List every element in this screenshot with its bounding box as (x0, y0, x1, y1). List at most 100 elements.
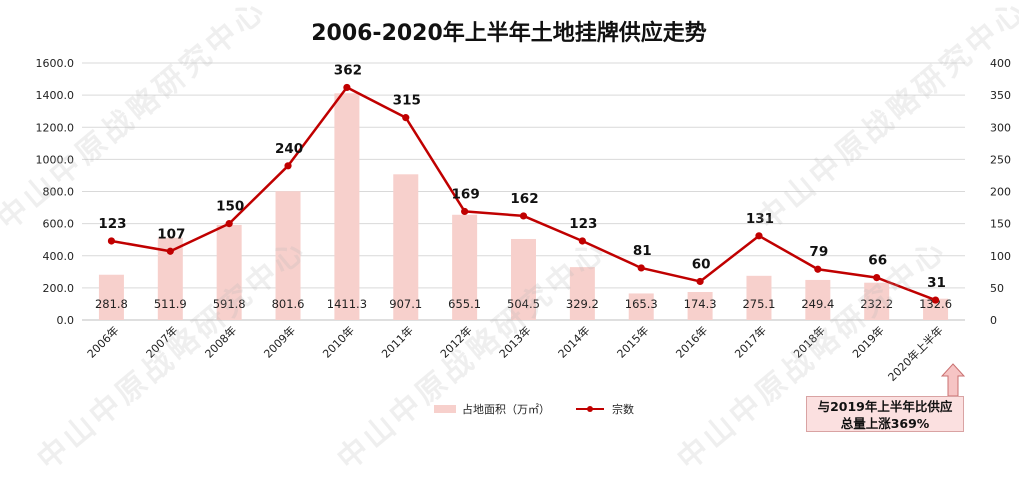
callout-line-2: 总量上涨369% (840, 416, 930, 431)
y-right-tick-label: 50 (990, 282, 1004, 295)
legend-bar-swatch (434, 405, 456, 413)
line-point (873, 273, 881, 282)
y-right-tick-label: 200 (990, 186, 1011, 199)
y-left-tick-label: 600.0 (43, 218, 75, 231)
bar (746, 275, 772, 320)
y-left-tick-label: 1000.0 (36, 153, 75, 166)
line-value-label: 79 (809, 244, 828, 260)
legend-line-label: 宗数 (612, 402, 634, 416)
line-value-label: 123 (98, 216, 126, 232)
chart: 2006-2020年上半年土地挂牌供应走势 0.0 200.0 400.0 600.0 8… (36, 20, 1012, 416)
growth-callout: 与2019年上半年比供应 总量上涨369% (806, 396, 964, 432)
bar (334, 93, 360, 320)
line-point (107, 237, 116, 245)
line-point (637, 264, 645, 272)
line-value-label: 66 (868, 253, 887, 269)
line-point (166, 247, 174, 255)
line-point (931, 296, 940, 304)
bar-value-label: 281.8 (95, 297, 128, 311)
legend-bar-label: 占地面积（万㎡） (462, 402, 550, 416)
y-right-tick-label: 150 (990, 218, 1011, 231)
line-point (402, 114, 410, 122)
line-point (755, 232, 763, 240)
x-tick-label: 2008年 (202, 323, 239, 360)
bar-value-label: 504.5 (507, 297, 540, 311)
bar-value-label: 591.8 (213, 297, 246, 311)
line-point (284, 162, 292, 170)
y-right-tick-label: 400 (990, 57, 1011, 70)
y-right-tick-label: 350 (990, 89, 1011, 102)
bar-value-label: 249.4 (801, 297, 834, 311)
callout-line-1: 与2019年上半年比供应 (817, 399, 953, 414)
bar-value-label: 1411.3 (327, 297, 367, 311)
y-right-tick-label: 100 (990, 250, 1011, 263)
x-tick-label: 2007年 (143, 323, 180, 360)
line-value-label: 123 (569, 216, 597, 232)
bar (216, 224, 242, 320)
bar-value-label: 275.1 (742, 297, 775, 311)
chart-title: 2006-2020年上半年土地挂牌供应走势 (311, 20, 707, 46)
line-value-label: 362 (334, 62, 362, 78)
bar (569, 267, 595, 320)
x-tick-label: 2018年 (790, 323, 827, 360)
bar-value-label: 165.3 (625, 297, 658, 311)
bar-value-label: 174.3 (684, 297, 717, 311)
bar (628, 293, 654, 320)
bar (864, 282, 890, 320)
bar (805, 279, 831, 320)
bar-value-label: 801.6 (272, 297, 305, 311)
x-tick-label: 2015年 (614, 323, 651, 360)
line-point (461, 207, 469, 216)
y-left-tick-label: 0.0 (57, 314, 75, 327)
x-tick-label: 2013年 (496, 323, 533, 360)
line-point (225, 220, 233, 228)
line-point (814, 265, 822, 273)
x-tick-label: 2009年 (261, 323, 298, 360)
bar (452, 214, 478, 320)
x-tick-label: 2016年 (673, 323, 710, 360)
bar-value-label: 329.2 (566, 297, 599, 311)
line-point (696, 277, 704, 286)
line-value-label: 60 (692, 256, 711, 272)
line-value-label: 169 (452, 186, 480, 202)
line-point (343, 83, 351, 92)
y-left-tick-label: 400.0 (43, 250, 75, 263)
bar-value-label: 511.9 (154, 297, 187, 311)
bar (923, 298, 949, 320)
x-tick-label: 2020年上半年 (885, 323, 946, 384)
line-value-label: 31 (927, 275, 946, 291)
line-value-label: 162 (510, 191, 538, 207)
line-value-label: 150 (216, 199, 244, 215)
bar (393, 174, 419, 320)
line-value-label: 81 (633, 243, 652, 259)
y-left-tick-label: 1400.0 (36, 89, 75, 102)
line-point (519, 212, 528, 220)
y-right-tick-label: 250 (990, 153, 1011, 166)
x-tick-label: 2012年 (437, 323, 474, 360)
y-left-tick-label: 1600.0 (36, 57, 75, 70)
callout-up-arrow (941, 363, 965, 397)
bar (275, 191, 301, 320)
y-right-tick-label: 300 (990, 121, 1011, 134)
bar-value-label: 132.6 (919, 297, 952, 311)
y-left-tick-label: 800.0 (43, 186, 75, 199)
y-right-tick-label: 0 (990, 314, 997, 327)
y-left-tick-label: 1200.0 (36, 121, 75, 134)
x-tick-label: 2019年 (849, 323, 886, 360)
line-point (578, 237, 586, 245)
bar (511, 238, 536, 320)
bar-value-label: 655.1 (448, 297, 481, 311)
x-tick-label: 2011年 (378, 323, 415, 360)
line-value-label: 131 (746, 211, 774, 227)
line-value-label: 315 (393, 93, 421, 109)
bar-value-label: 232.2 (860, 297, 893, 311)
line-value-label: 107 (157, 226, 185, 242)
bar-value-label: 907.1 (389, 297, 422, 311)
x-tick-label: 2014年 (555, 323, 592, 360)
x-tick-label: 2010年 (320, 323, 357, 360)
x-tick-label: 2017年 (732, 323, 769, 360)
line-value-label: 240 (275, 141, 303, 157)
y-left-tick-label: 200.0 (43, 282, 75, 295)
bar (687, 292, 713, 320)
x-tick-label: 2006年 (84, 323, 121, 360)
